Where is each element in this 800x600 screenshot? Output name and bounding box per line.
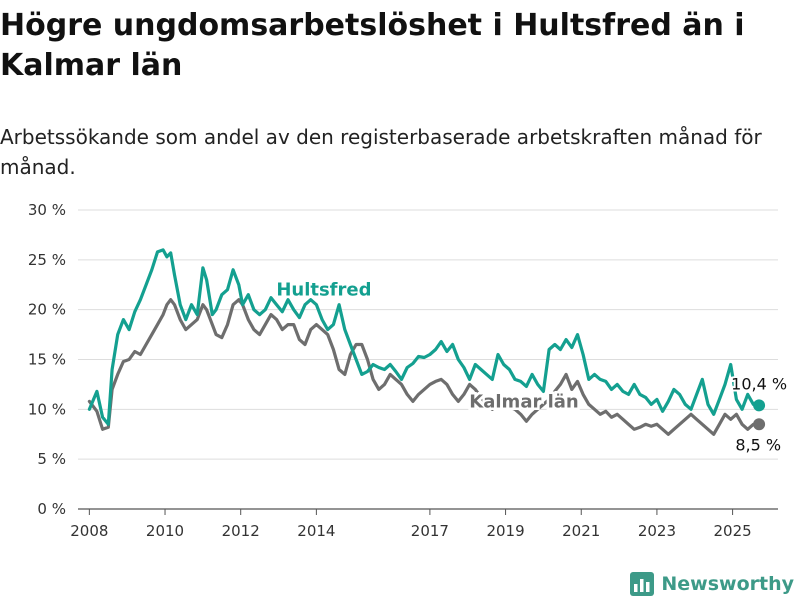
x-tick-label: 2012 [222, 522, 260, 540]
x-tick-label: 2014 [297, 522, 335, 540]
series-line-kalmar [87, 298, 761, 436]
x-axis: 2008 2010 2012 2014 2017 2019 2021 2023 2025 [70, 509, 752, 540]
y-tick-label: 30 % [28, 201, 66, 219]
y-tick-label: 20 % [28, 301, 66, 319]
y-axis: 0 % 5 % 10 % 15 % 20 % 25 % 30 % [28, 201, 66, 518]
y-tick-label: 25 % [28, 251, 66, 269]
y-tick-label: 10 % [28, 400, 66, 418]
series-label-kalmar: Kalmar län [469, 391, 578, 412]
series-labels: 10,4 % 8,5 % Hultsfred Kalmar län [274, 277, 789, 456]
x-tick-label: 2010 [146, 522, 184, 540]
brand-name: Newsworthy [661, 573, 794, 595]
series-lines [87, 248, 766, 436]
grid-lines [78, 209, 778, 510]
series-label-hultsfred: Hultsfred [276, 280, 371, 301]
newsworthy-brand[interactable]: Newsworthy [629, 570, 794, 598]
x-tick-label: 2023 [638, 522, 676, 540]
end-point-kalmar [753, 418, 766, 431]
series-line-hultsfred [87, 248, 761, 426]
x-tick-label: 2019 [486, 522, 524, 540]
y-tick-label: 0 % [37, 500, 66, 518]
x-tick-label: 2008 [70, 522, 108, 540]
end-label-kalmar: 8,5 % [735, 435, 781, 454]
newsworthy-logo-icon [630, 572, 655, 596]
y-tick-label: 15 % [28, 351, 66, 369]
end-label-hultsfred: 10,4 % [731, 374, 787, 393]
end-point-hultsfred [753, 399, 766, 412]
x-tick-label: 2017 [411, 522, 449, 540]
x-tick-label: 2021 [562, 522, 600, 540]
chart-subtitle: Arbetssökande som andel av den registerb… [0, 125, 762, 179]
x-tick-label: 2025 [714, 522, 752, 540]
chart-title: Högre ungdomsarbetslöshet i Hultsfred än… [0, 8, 745, 83]
y-tick-label: 5 % [37, 450, 66, 468]
